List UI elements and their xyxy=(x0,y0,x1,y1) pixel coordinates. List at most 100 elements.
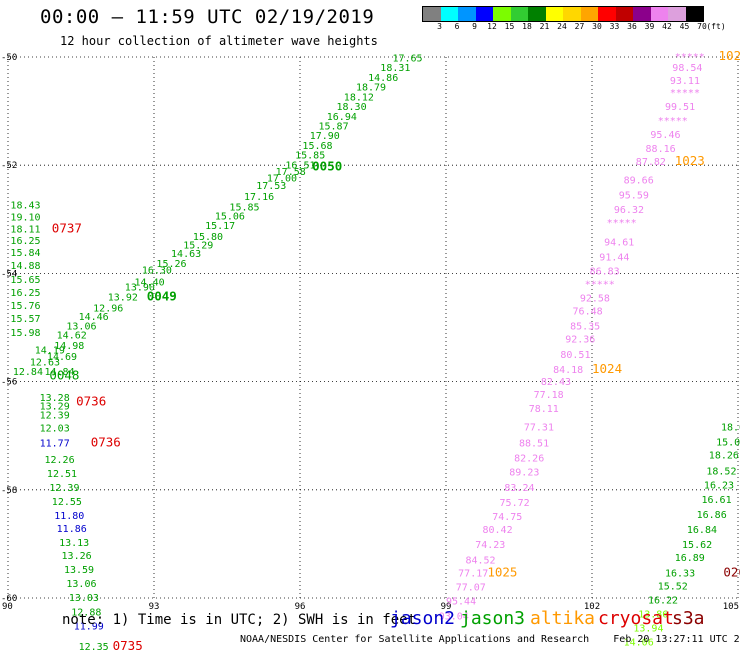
color-scale-label: 3 xyxy=(437,22,442,31)
wave-height-value: 92.58 xyxy=(580,294,610,305)
wave-height-value: 18.30 xyxy=(337,102,367,113)
pass-time-label: 1023 xyxy=(675,153,705,168)
color-swatch xyxy=(668,7,686,21)
color-scale-label: 18 xyxy=(522,22,532,31)
wave-height-value: 93.04 xyxy=(439,612,469,623)
wave-height-value: 18.52 xyxy=(706,467,736,478)
wave-height-value: 13.92 xyxy=(108,292,138,303)
wave-height-value: 14.98 xyxy=(54,341,84,352)
wave-height-value: 95.44 xyxy=(446,596,476,607)
page-title: 00:00 – 11:59 UTC 02/19/2019 xyxy=(40,6,375,28)
color-swatch xyxy=(598,7,616,21)
pass-time-label: 0735 xyxy=(113,638,143,650)
wave-height-value: 15.84 xyxy=(10,248,40,259)
wave-height-value: 12.96 xyxy=(93,303,123,314)
wave-height-value: 14.88 xyxy=(10,261,40,272)
wave-height-value: 11.80 xyxy=(54,511,84,522)
lat-tick-label: -56 xyxy=(1,378,17,388)
wave-height-value: 16.61 xyxy=(702,495,732,506)
wave-height-value: 85.35 xyxy=(570,322,600,333)
color-scale-label: 24 xyxy=(557,22,567,31)
wave-height-value: 77.18 xyxy=(534,390,564,401)
wave-height-value: 89.23 xyxy=(509,468,539,479)
wave-height-value: 15.80 xyxy=(193,232,223,243)
pass-time-label: 0736 xyxy=(91,435,121,450)
wave-height-value: 94.61 xyxy=(604,237,634,248)
wave-height-value: 87.82 xyxy=(636,157,666,168)
wave-height-value: 16.94 xyxy=(327,112,357,123)
note-text: note: 1) Time is in UTC; 2) SWH is in fe… xyxy=(62,612,417,628)
wave-height-value: 15.85 xyxy=(295,151,325,162)
wave-height-value: 95.46 xyxy=(650,130,680,141)
map-ticks: 90 93 96 99 102 105 -50 -52 -54 -56 -58 -60 xyxy=(1,53,739,612)
wave-height-value: 12.51 xyxy=(47,469,77,480)
wave-height-value: 16.25 xyxy=(10,236,40,247)
pass-time-label: 1022 xyxy=(719,48,740,63)
wave-height-value: 12.63 xyxy=(30,357,60,368)
color-swatch xyxy=(563,7,581,21)
color-scale-label: 21 xyxy=(539,22,550,31)
wave-height-value: 17.00 xyxy=(267,173,297,184)
wave-height-value: 74.23 xyxy=(475,540,505,551)
wave-height-value: 15.06 xyxy=(215,211,245,222)
lon-tick-label: 99 xyxy=(441,602,452,612)
wave-height-value: 14.84 xyxy=(45,367,75,378)
wave-height-value: 16.86 xyxy=(697,510,727,521)
lon-tick-label: 105 xyxy=(723,602,739,612)
wave-height-value: 16.25 xyxy=(10,288,40,299)
wave-height-value: 13.28 xyxy=(40,393,70,404)
wave-height-value: 18.43 xyxy=(10,200,40,211)
wave-height-value: 13.13 xyxy=(59,538,89,549)
wave-height-value: 15.68 xyxy=(302,141,332,152)
color-swatch xyxy=(440,7,458,21)
wave-height-value: 98.54 xyxy=(672,63,702,74)
wave-height-value: 88.16 xyxy=(646,144,676,155)
pass-time-label: 1025 xyxy=(487,564,517,579)
wave-height-value: 11.77 xyxy=(40,439,70,450)
wave-height-value: 18.11 xyxy=(10,224,40,235)
wave-height-value: 18.00 xyxy=(721,422,740,433)
wave-height-value: 77.17 xyxy=(458,568,488,579)
color-scale-label: 12 xyxy=(487,22,497,31)
legend-entry-jason3: jason3 xyxy=(460,608,526,629)
wave-height-value: 14.46 xyxy=(79,312,109,323)
wave-height-value: 16.51 xyxy=(285,160,315,171)
wave-height-value: 15.52 xyxy=(658,581,688,592)
lat-tick-label: -52 xyxy=(1,161,17,171)
legend-entry-s3a: s3a xyxy=(672,608,705,629)
wave-height-value: 16.89 xyxy=(675,553,705,564)
color-swatch xyxy=(633,7,651,21)
pass-time-label: 0736 xyxy=(76,393,106,408)
wave-height-value: 17.58 xyxy=(276,167,306,178)
wave-height-value: 92.36 xyxy=(565,335,595,346)
wave-height-value: 14.63 xyxy=(171,249,201,260)
wave-height-value: 74.75 xyxy=(492,512,522,523)
wave-height-value: ***** xyxy=(658,116,688,127)
wave-height-value: 14.69 xyxy=(47,352,77,363)
wave-height-value: 13.29 xyxy=(40,402,70,413)
wave-height-value: 12.84 xyxy=(13,367,43,378)
wave-height-value: 12.39 xyxy=(49,483,79,494)
wave-height-value: 11.86 xyxy=(57,524,87,535)
color-scale-label: 45 xyxy=(679,22,690,31)
lon-tick-label: 93 xyxy=(149,602,160,612)
color-scale-label: 70 xyxy=(697,22,707,31)
wave-height-value: 12.55 xyxy=(52,497,82,508)
color-scale-label: 27 xyxy=(574,22,585,31)
wave-height-value: 80.51 xyxy=(560,350,590,361)
wave-height-value: 89.66 xyxy=(624,176,654,187)
lat-tick-label: -60 xyxy=(1,594,17,604)
wave-height-value: 14.62 xyxy=(57,330,87,341)
wave-height-value: 84.52 xyxy=(465,555,495,566)
wave-height-value: 82.43 xyxy=(541,377,571,388)
wave-height-value: 13.06 xyxy=(66,322,96,333)
wave-height-value: 82.26 xyxy=(514,454,544,465)
lon-tick-label: 90 xyxy=(2,602,13,612)
color-swatch xyxy=(458,7,476,21)
color-scale-label: 42 xyxy=(662,22,672,31)
color-scale-bar xyxy=(422,6,704,22)
wave-height-value: 13.03 xyxy=(69,593,99,604)
wave-height-value: 15.29 xyxy=(183,241,213,252)
